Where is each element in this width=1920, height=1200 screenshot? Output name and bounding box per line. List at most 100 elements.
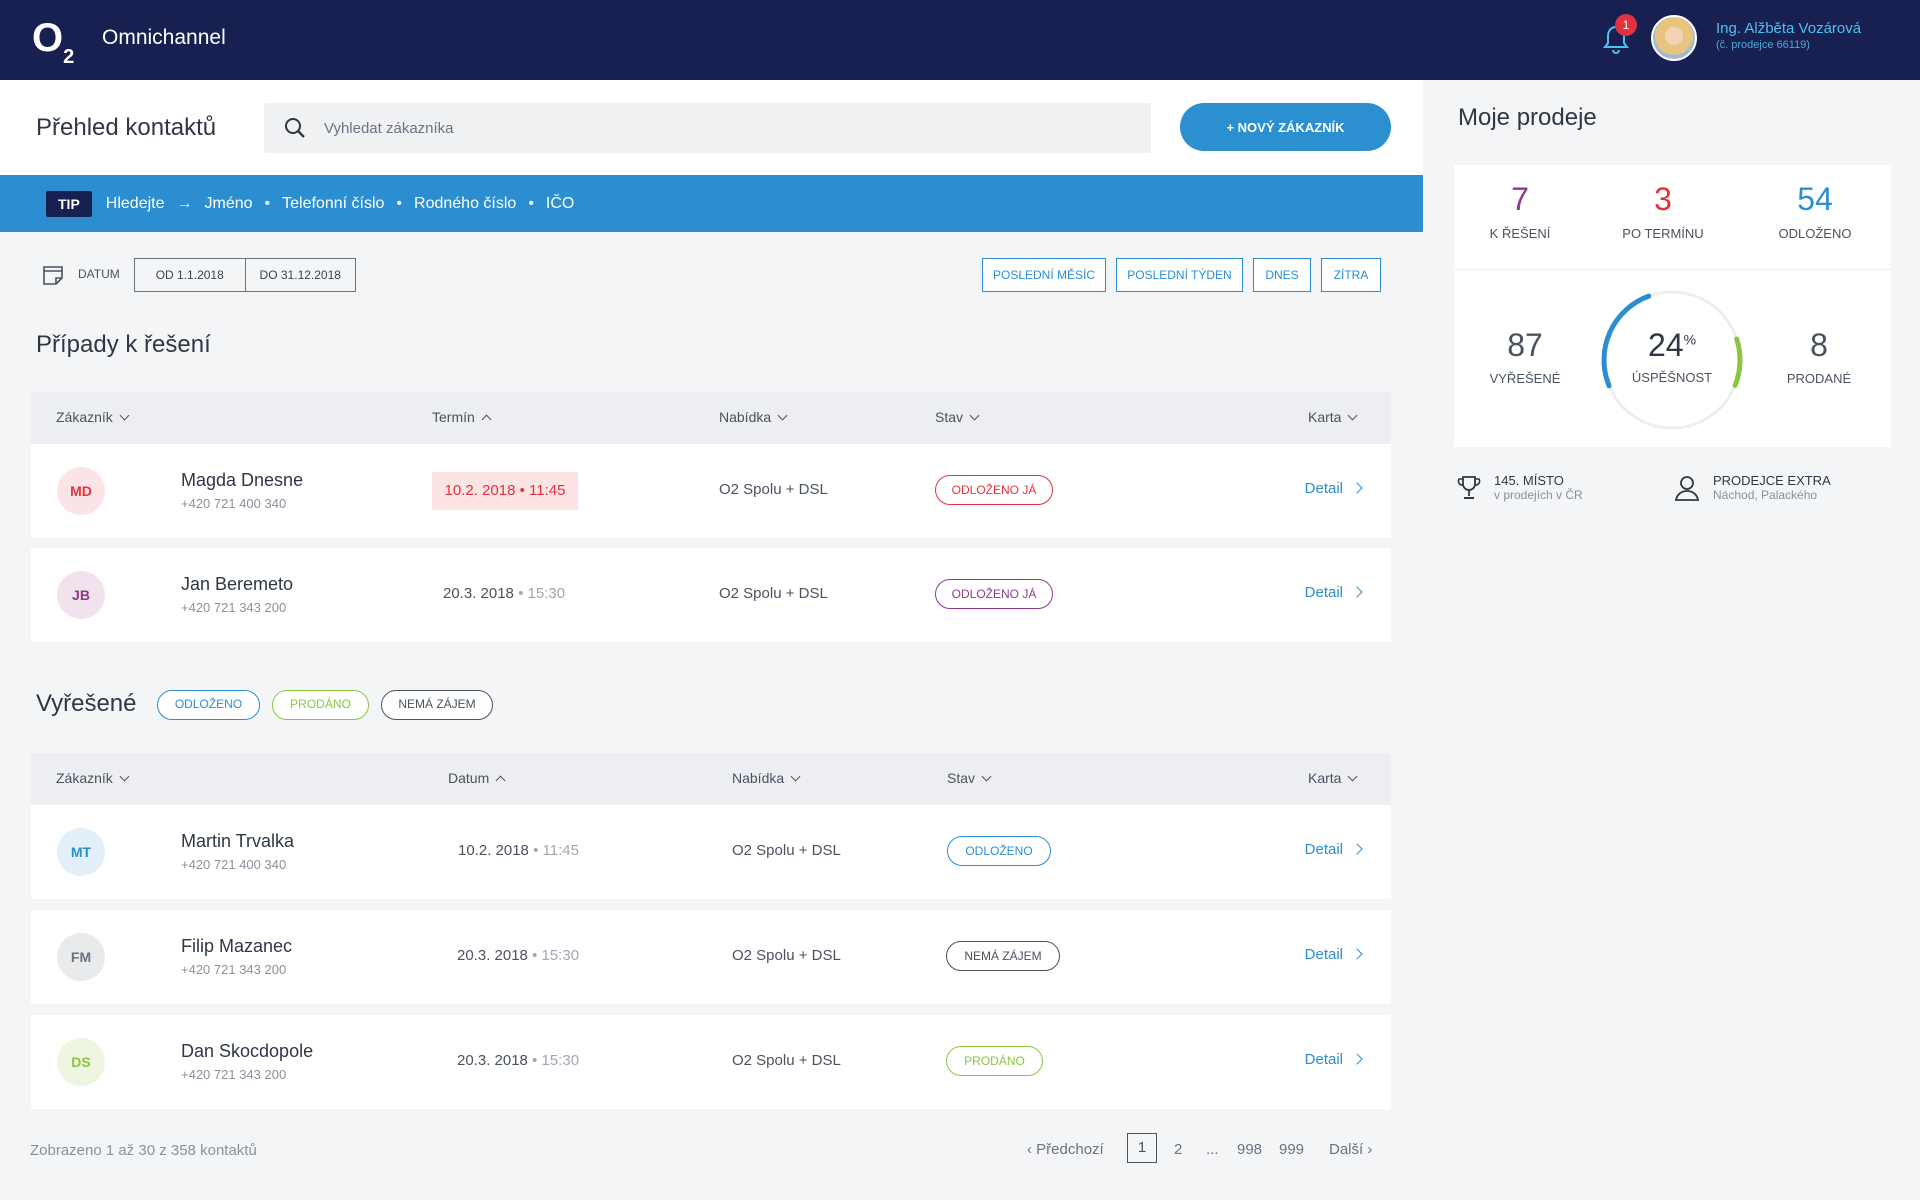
date-from[interactable]: OD 1.1.2018: [135, 259, 246, 291]
chevron-right-icon: [1351, 843, 1363, 855]
detail-link[interactable]: Detail: [1305, 946, 1363, 963]
to-solve-count: 7: [1511, 181, 1529, 217]
notification-badge: 1: [1615, 14, 1637, 36]
detail-link[interactable]: Detail: [1305, 1051, 1363, 1068]
col-customer[interactable]: Zákazník: [56, 409, 130, 425]
chevron-right-icon: [1351, 1053, 1363, 1065]
col-status[interactable]: Stav: [947, 770, 992, 786]
sidebar-title: Moje prodeje: [1458, 104, 1597, 131]
filter-sold[interactable]: PRODÁNO: [272, 690, 369, 720]
resolved-table-header: Zákazník Datum Nabídka Stav Karta: [31, 753, 1391, 805]
resolved-count: 87: [1507, 327, 1543, 363]
pending-table-header: Zákazník Termín Nabídka Stav Karta: [31, 392, 1391, 444]
customer-phone: +420 721 400 340: [181, 496, 287, 511]
col-card[interactable]: Karta: [1308, 409, 1358, 425]
resolved-date: 10.2. 2018 • 11:45: [458, 842, 579, 859]
avatar: MT: [57, 828, 105, 876]
tip-item-name: Jméno: [204, 194, 253, 212]
col-term[interactable]: Termín: [432, 409, 492, 425]
arrow-right-icon: →: [176, 194, 193, 212]
today-button[interactable]: DNES: [1253, 258, 1311, 292]
new-customer-button[interactable]: + NOVÝ ZÁKAZNÍK: [1180, 103, 1391, 151]
customer-name: Jan Beremeto: [181, 574, 294, 594]
detail-link[interactable]: Detail: [1305, 480, 1363, 497]
tip-lead: Hledejte: [105, 194, 165, 212]
date-range-picker[interactable]: OD 1.1.2018 DO 31.12.2018: [134, 258, 356, 292]
bullet-separator: •: [264, 194, 271, 212]
calendar-note-icon: [43, 266, 63, 285]
table-row[interactable]: FM Filip Mazanec +420 721 343 200 20.3. …: [31, 910, 1391, 1004]
pending-section-title: Případy k řešení: [36, 331, 211, 358]
detail-link[interactable]: Detail: [1305, 584, 1363, 601]
page-1[interactable]: 1: [1127, 1133, 1157, 1163]
status-badge: ODLOŽENO JÁ: [935, 579, 1053, 609]
chevron-right-icon: [1351, 482, 1363, 494]
filter-not-interested[interactable]: NEMÁ ZÁJEM: [381, 690, 493, 720]
offer-text: O2 Spolu + DSL: [719, 585, 828, 602]
col-date[interactable]: Datum: [448, 770, 506, 786]
chevron-down-icon: [981, 771, 992, 782]
chevron-down-icon: [969, 410, 980, 421]
sold-count: 8: [1810, 327, 1828, 363]
page-999[interactable]: 999: [1279, 1141, 1305, 1158]
search-box[interactable]: [264, 103, 1151, 153]
user-avatar[interactable]: [1651, 15, 1697, 61]
col-offer[interactable]: Nabídka: [732, 770, 801, 786]
table-row[interactable]: JB Jan Beremeto +420 721 343 200 20.3. 2…: [31, 548, 1391, 642]
table-row[interactable]: DS Dan Skocdopole +420 721 343 200 20.3.…: [31, 1015, 1391, 1109]
customer-phone: +420 721 343 200: [181, 962, 287, 977]
term-date: 20.3. 2018 • 15:30: [443, 585, 566, 602]
tip-item-birth-number: Rodného číslo: [414, 194, 517, 212]
tip-item-ico: IČO: [545, 194, 575, 212]
avatar: FM: [57, 933, 105, 981]
sales-stats-card: [1454, 165, 1891, 447]
user-name[interactable]: Ing. Alžběta Vozárová: [1716, 20, 1862, 37]
success-rate-label: ÚSPĚŠNOST: [1631, 370, 1713, 385]
status-badge: NEMÁ ZÁJEM: [946, 941, 1060, 971]
offer-text: O2 Spolu + DSL: [732, 842, 841, 859]
o2-logo[interactable]: O2: [32, 16, 75, 68]
tomorrow-button[interactable]: ZÍTRA: [1321, 258, 1381, 292]
col-card[interactable]: Karta: [1308, 770, 1358, 786]
customer-name: Martin Trvalka: [181, 831, 295, 851]
detail-link[interactable]: Detail: [1305, 841, 1363, 858]
date-filter-row: DATUM OD 1.1.2018 DO 31.12.2018 POSLEDNÍ…: [0, 255, 1423, 295]
customer-name: Magda Dnesne: [181, 470, 304, 490]
page-title: Přehled kontaktů: [36, 114, 217, 141]
last-week-button[interactable]: POSLEDNÍ TÝDEN: [1116, 258, 1243, 292]
col-customer[interactable]: Zákazník: [56, 770, 130, 786]
table-row[interactable]: MT Martin Trvalka +420 721 400 340 10.2.…: [31, 805, 1391, 899]
status-badge: ODLOŽENO: [947, 836, 1051, 866]
customer-phone: +420 721 343 200: [181, 600, 287, 615]
last-month-button[interactable]: POSLEDNÍ MĚSÍC: [982, 258, 1106, 292]
page-998[interactable]: 998: [1237, 1141, 1263, 1158]
prev-page-link[interactable]: ‹ Předchozí: [1027, 1141, 1104, 1158]
rank-achievement: 145. MÍSTO v prodejích v ČR: [1494, 473, 1583, 502]
col-offer[interactable]: Nabídka: [719, 409, 788, 425]
search-input[interactable]: [324, 103, 1124, 153]
tip-badge: TIP: [46, 190, 92, 217]
pagination-info: Zobrazeno 1 až 30 z 358 kontaktů: [30, 1142, 257, 1159]
seller-extra-achievement: PRODEJCE EXTRA Náchod, Palackého: [1713, 473, 1831, 502]
stats-divider: [1454, 269, 1891, 270]
filter-postponed[interactable]: ODLOŽENO: [157, 690, 260, 720]
page-2[interactable]: 2: [1174, 1141, 1183, 1158]
overdue-date: 10.2. 2018 • 11:45: [432, 472, 578, 510]
tip-item-phone: Telefonní číslo: [282, 194, 385, 212]
bullet-separator: •: [396, 194, 403, 212]
status-badge: ODLOŽENO JÁ: [935, 475, 1053, 505]
chevron-down-icon: [119, 410, 130, 421]
chevron-down-icon: [1348, 771, 1358, 782]
avatar: JB: [57, 571, 105, 619]
next-page-link[interactable]: Další ›: [1329, 1141, 1373, 1158]
date-to[interactable]: DO 31.12.2018: [259, 268, 341, 282]
top-header: O2 Omnichannel 1 Ing. Alžběta Vozárová (…: [0, 0, 1920, 80]
datum-label: DATUM: [78, 267, 120, 281]
table-row[interactable]: MD Magda Dnesne +420 721 400 340 10.2. 2…: [31, 444, 1391, 538]
success-rate-gauge: [1601, 290, 1743, 430]
customer-phone: +420 721 400 340: [181, 857, 287, 872]
postponed-count: 54: [1797, 181, 1833, 217]
customer-name: Dan Skocdopole: [181, 1041, 314, 1061]
search-icon: [285, 118, 305, 138]
col-status[interactable]: Stav: [935, 409, 980, 425]
